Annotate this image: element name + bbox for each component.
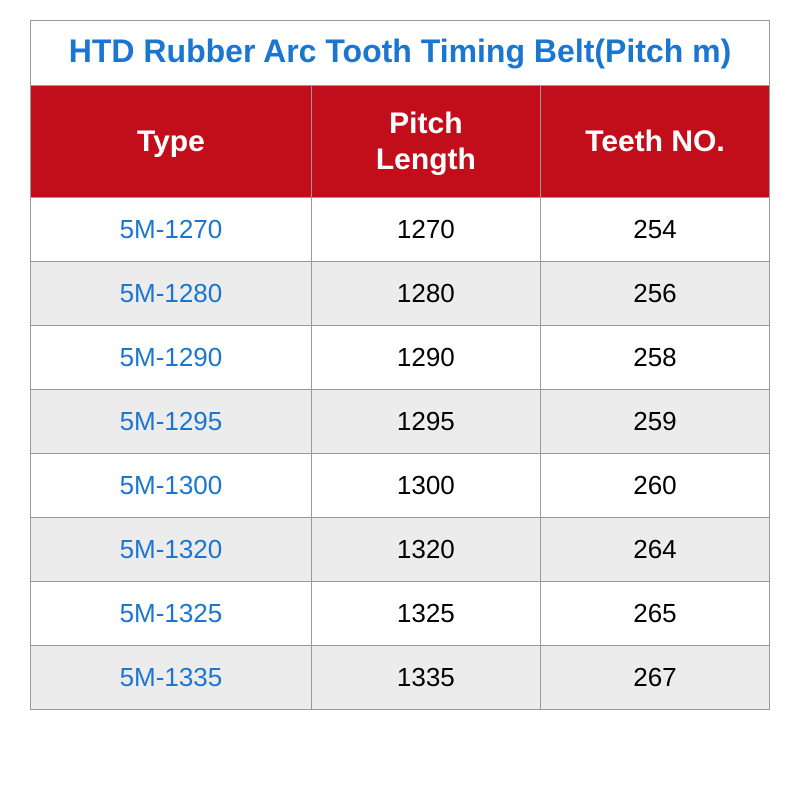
- type-link[interactable]: 5M-1280: [120, 278, 223, 308]
- cell-pitch-length: 1290: [311, 326, 540, 390]
- cell-type: 5M-1270: [31, 198, 312, 262]
- cell-pitch-length: 1270: [311, 198, 540, 262]
- cell-teeth-no: 265: [540, 582, 769, 646]
- cell-pitch-length: 1335: [311, 646, 540, 710]
- table-row: 5M-1335 1335267: [31, 646, 770, 710]
- type-link[interactable]: 5M-1320: [120, 534, 223, 564]
- header-pitch-length-label: PitchLength: [376, 107, 476, 176]
- cell-pitch-length: 1295: [311, 390, 540, 454]
- cell-teeth-no: 264: [540, 518, 769, 582]
- header-pitch-length: PitchLength: [311, 86, 540, 198]
- cell-pitch-length: 1320: [311, 518, 540, 582]
- cell-teeth-no: 259: [540, 390, 769, 454]
- cell-teeth-no: 254: [540, 198, 769, 262]
- type-link[interactable]: 5M-1325: [120, 598, 223, 628]
- cell-pitch-length: 1325: [311, 582, 540, 646]
- table-title: HTD Rubber Arc Tooth Timing Belt(Pitch m…: [31, 21, 770, 86]
- cell-pitch-length: 1300: [311, 454, 540, 518]
- title-row: HTD Rubber Arc Tooth Timing Belt(Pitch m…: [31, 21, 770, 86]
- header-type: Type: [31, 86, 312, 198]
- type-link[interactable]: 5M-1335: [120, 662, 223, 692]
- cell-teeth-no: 258: [540, 326, 769, 390]
- type-link[interactable]: 5M-1290: [120, 342, 223, 372]
- type-link[interactable]: 5M-1300: [120, 470, 223, 500]
- cell-type: 5M-1325: [31, 582, 312, 646]
- cell-teeth-no: 267: [540, 646, 769, 710]
- header-teeth-no: Teeth NO.: [540, 86, 769, 198]
- table-body: 5M-127012702545M-128012802565M-129012902…: [31, 198, 770, 710]
- cell-type: 5M-1295: [31, 390, 312, 454]
- cell-type: 5M-1335: [31, 646, 312, 710]
- type-link[interactable]: 5M-1295: [120, 406, 223, 436]
- table-row: 5M-1280 1280256: [31, 262, 770, 326]
- cell-type: 5M-1300: [31, 454, 312, 518]
- cell-pitch-length: 1280: [311, 262, 540, 326]
- header-row: Type PitchLength Teeth NO.: [31, 86, 770, 198]
- table-row: 5M-1290 1290258: [31, 326, 770, 390]
- cell-type: 5M-1280: [31, 262, 312, 326]
- cell-teeth-no: 256: [540, 262, 769, 326]
- cell-teeth-no: 260: [540, 454, 769, 518]
- table-row: 5M-1295 1295259: [31, 390, 770, 454]
- table-row: 5M-1270 1270254: [31, 198, 770, 262]
- table-row: 5M-1325 1325265: [31, 582, 770, 646]
- table-row: 5M-1320 1320264: [31, 518, 770, 582]
- table-row: 5M-1300 1300260: [31, 454, 770, 518]
- type-link[interactable]: 5M-1270: [120, 214, 223, 244]
- cell-type: 5M-1290: [31, 326, 312, 390]
- cell-type: 5M-1320: [31, 518, 312, 582]
- spec-table: HTD Rubber Arc Tooth Timing Belt(Pitch m…: [30, 20, 770, 710]
